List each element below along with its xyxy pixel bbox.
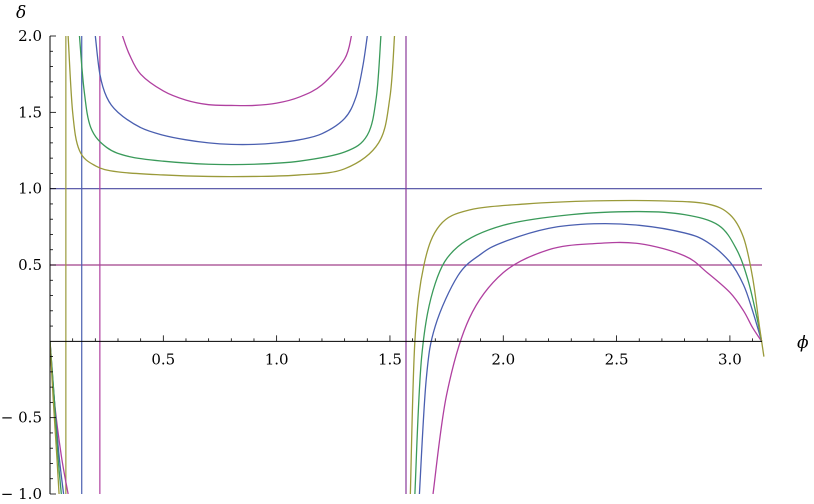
- x-tick-label: 2.0: [491, 350, 515, 368]
- series-1-segment-2: [418, 222, 763, 494]
- curves: [50, 36, 765, 494]
- x-tick-label: 0.5: [151, 350, 175, 368]
- series-2-segment-2: [414, 210, 763, 494]
- y-tick-label: 2.0: [18, 27, 42, 45]
- y-tick-label: 1.0: [18, 180, 42, 198]
- series-1-segment-1: [94, 36, 368, 146]
- x-tick-label: 2.5: [605, 350, 629, 368]
- reference-lines: [50, 36, 762, 494]
- y-tick-label: − 1.0: [1, 485, 42, 503]
- axes: 0.5 1.0 1.5 2.0 2.5 3.0 2.0 1.5 1.0 0.5 − 0.5 − 1.0: [1, 27, 762, 503]
- x-tick-label: 3.0: [718, 350, 742, 368]
- y-tick-label: 0.5: [18, 256, 42, 274]
- series-0-segment-1: [121, 36, 353, 107]
- series-2-segment-1: [78, 36, 382, 166]
- x-tick-label: 1.5: [378, 350, 402, 368]
- series-3-segment-1: [67, 36, 396, 178]
- series-0-segment-2: [432, 241, 763, 494]
- x-tick-label: 1.0: [265, 350, 289, 368]
- series-3-segment-0: [50, 341, 60, 494]
- x-axis-label: ϕ: [797, 333, 809, 353]
- y-axis-label: δ: [16, 3, 26, 23]
- y-tick-label: − 0.5: [1, 409, 42, 427]
- series-3-segment-2: [409, 199, 765, 494]
- y-tick-label: 1.5: [18, 103, 42, 121]
